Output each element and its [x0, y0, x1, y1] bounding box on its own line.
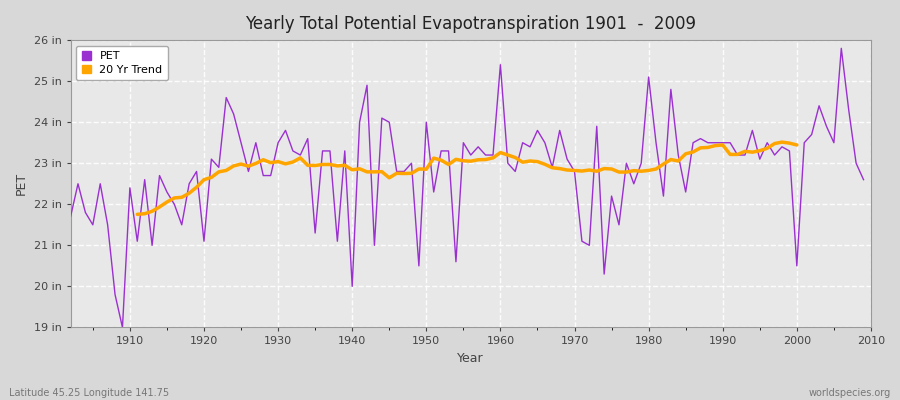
PET: [58, 169, 68, 174]
Text: worldspecies.org: worldspecies.org: [809, 388, 891, 398]
Title: Yearly Total Potential Evapotranspiration 1901  -  2009: Yearly Total Potential Evapotranspiratio…: [246, 15, 697, 33]
20 Yr Trend: [591, 169, 602, 174]
PET: [287, 148, 298, 153]
PET: [502, 161, 513, 166]
PET: [332, 239, 343, 244]
20 Yr Trend: [791, 142, 802, 147]
PET: [836, 46, 847, 51]
Line: PET: PET: [63, 48, 863, 328]
X-axis label: Year: Year: [457, 352, 484, 365]
PET: [858, 177, 868, 182]
20 Yr Trend: [680, 152, 691, 156]
PET: [124, 186, 135, 190]
20 Yr Trend: [761, 146, 772, 151]
PET: [591, 124, 602, 129]
20 Yr Trend: [132, 212, 143, 217]
20 Yr Trend: [220, 168, 231, 173]
20 Yr Trend: [332, 164, 343, 168]
Legend: PET, 20 Yr Trend: PET, 20 Yr Trend: [76, 46, 168, 80]
PET: [117, 325, 128, 330]
Line: 20 Yr Trend: 20 Yr Trend: [138, 142, 796, 214]
Text: Latitude 45.25 Longitude 141.75: Latitude 45.25 Longitude 141.75: [9, 388, 169, 398]
Y-axis label: PET: PET: [15, 172, 28, 195]
20 Yr Trend: [777, 140, 788, 144]
PET: [495, 62, 506, 67]
20 Yr Trend: [695, 146, 706, 150]
